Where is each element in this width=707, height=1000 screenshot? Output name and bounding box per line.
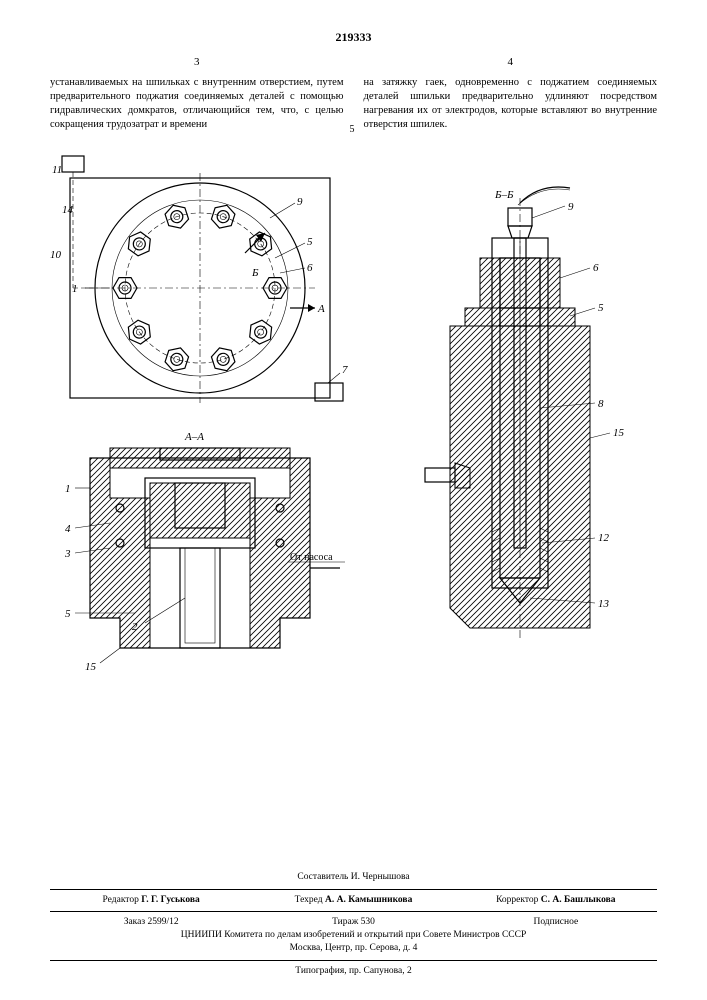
- editor: Редактор Г. Г. Гуськова: [50, 894, 252, 907]
- ref-15: 15: [85, 661, 97, 673]
- arrow-b-label: Б: [251, 267, 259, 279]
- tirazh: Тираж 530: [252, 916, 454, 929]
- techred: Техред А. А. Камышникова: [252, 894, 454, 907]
- ref-2: 2: [132, 621, 138, 633]
- ref-1: 1: [72, 283, 78, 295]
- left-col-text: устанавливаемых на шпильках с внутренним…: [50, 76, 344, 133]
- pump-note: От насоса: [290, 552, 333, 563]
- ref-1b: 1: [65, 483, 71, 495]
- left-col-number: 3: [50, 55, 344, 70]
- patent-number: 219333: [50, 30, 657, 45]
- ref-6b: 6: [593, 262, 599, 274]
- ref-11: 11: [52, 164, 62, 176]
- ref-9b: 9: [568, 201, 574, 213]
- ref-7: 7: [342, 364, 348, 376]
- address: Москва, Центр, пр. Серова, д. 4: [50, 942, 657, 955]
- right-column: 4 на затяжку гаек, одновременно с поджат…: [364, 55, 658, 133]
- corrector: Корректор С. А. Башлыкова: [455, 894, 657, 907]
- ref-13: 13: [598, 598, 610, 610]
- ref-5c: 5: [598, 302, 604, 314]
- org: ЦНИИПИ Комитета по делам изобретений и о…: [50, 929, 657, 942]
- left-column: 3 устанавливаемых на шпильках с внутренн…: [50, 55, 344, 133]
- ref-5: 5: [307, 236, 313, 248]
- ref-4: 4: [65, 523, 71, 535]
- credits-row: Редактор Г. Г. Гуськова Техред А. А. Кам…: [50, 894, 657, 907]
- arrow-a-label: А: [317, 303, 325, 315]
- ref-6: 6: [307, 262, 313, 274]
- ref-5b: 5: [65, 608, 71, 620]
- right-col-number: 4: [364, 55, 658, 70]
- section-aa-label: А–А: [184, 431, 204, 443]
- ref-15b: 15: [613, 427, 625, 439]
- right-col-text: на затяжку гаек, одновременно с поджатие…: [364, 76, 658, 133]
- podpis: Подписное: [455, 916, 657, 929]
- print-row: Заказ 2599/12 Тираж 530 Подписное: [50, 916, 657, 929]
- ref-10: 10: [50, 249, 62, 261]
- typography: Типография, пр. Сапунова, 2: [50, 965, 657, 978]
- ref-9a: 9: [297, 196, 303, 208]
- text-columns: 3 устанавливаемых на шпильках с внутренн…: [50, 55, 657, 133]
- footer: Составитель И. Чернышова Редактор Г. Г. …: [50, 871, 657, 978]
- technical-figures: А Б 1 10 11 14 5 6 9: [50, 148, 657, 768]
- order: Заказ 2599/12: [50, 916, 252, 929]
- ref-8: 8: [598, 398, 604, 410]
- compiler: Составитель И. Чернышова: [50, 871, 657, 884]
- line-marker-5: 5: [350, 123, 355, 137]
- ref-3: 3: [64, 548, 71, 560]
- ref-14: 14: [62, 204, 74, 216]
- ref-12: 12: [598, 532, 610, 544]
- section-bb-label: Б–Б: [494, 189, 514, 201]
